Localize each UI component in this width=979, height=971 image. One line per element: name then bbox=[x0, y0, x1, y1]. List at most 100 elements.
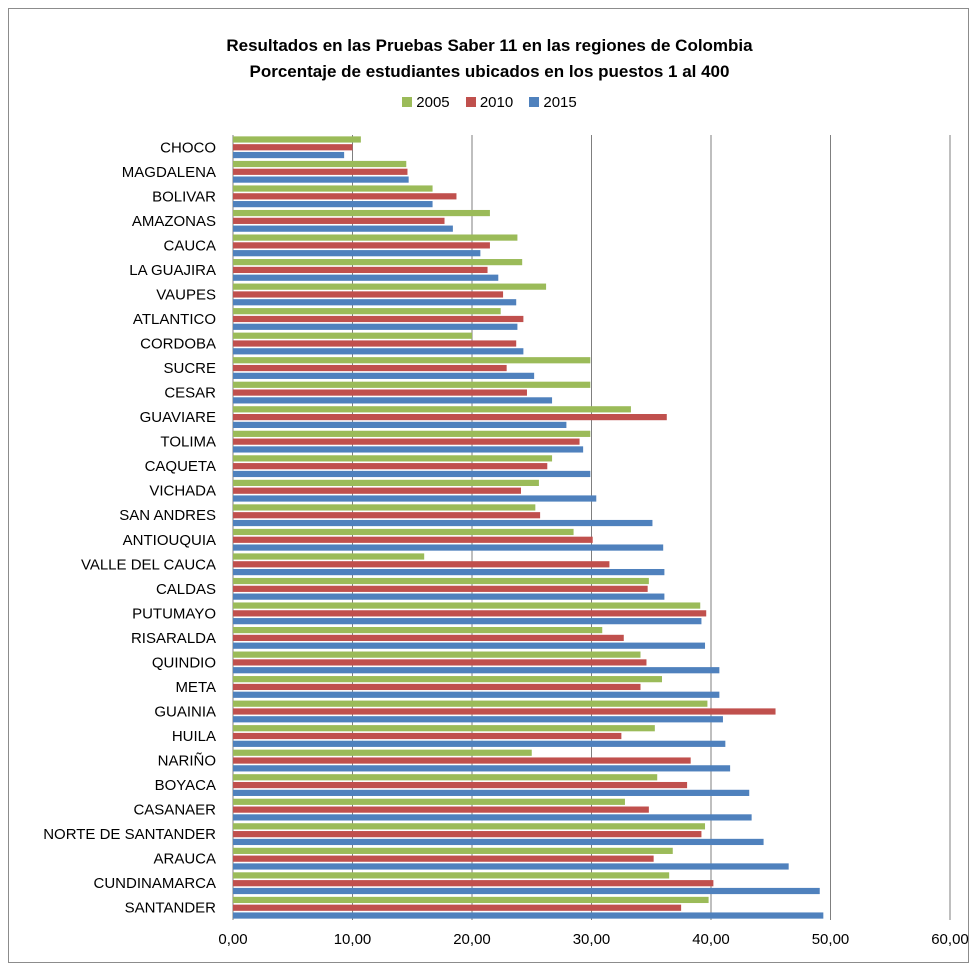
bar-2015 bbox=[233, 519, 653, 527]
category-label: META bbox=[175, 679, 216, 696]
bar-2005 bbox=[233, 626, 603, 634]
bar-2015 bbox=[233, 691, 720, 698]
bar-2005 bbox=[233, 136, 361, 143]
bar-2010 bbox=[233, 315, 524, 323]
bar-2005 bbox=[233, 774, 658, 781]
bar-2005 bbox=[233, 725, 655, 732]
bar-2010 bbox=[233, 463, 548, 470]
bar-2010 bbox=[233, 904, 682, 911]
category-label: GUAVIARE bbox=[140, 409, 216, 426]
bar-2015 bbox=[233, 593, 665, 600]
category-label: ANTIOUQUIA bbox=[123, 532, 216, 549]
bar-2015 bbox=[233, 348, 524, 355]
bar-2005 bbox=[233, 553, 425, 560]
legend-label-2010: 2010 bbox=[479, 94, 514, 111]
bar-2015 bbox=[233, 151, 345, 159]
bar-2005 bbox=[233, 430, 591, 437]
bar-2005 bbox=[233, 357, 591, 364]
category-label: AMAZONAS bbox=[132, 213, 216, 230]
bar-2010 bbox=[233, 340, 517, 347]
bar-2005 bbox=[233, 896, 709, 904]
bar-2010 bbox=[233, 806, 649, 813]
bar-2015 bbox=[233, 446, 584, 453]
legend: 2005 2010 2015 bbox=[0, 94, 979, 111]
category-label: VAUPES bbox=[156, 286, 216, 303]
bar-2015 bbox=[233, 887, 820, 895]
category-label: CAQUETA bbox=[145, 458, 216, 475]
bar-2010 bbox=[233, 536, 593, 543]
bar-2010 bbox=[233, 291, 504, 298]
category-label: BOYACA bbox=[155, 777, 216, 794]
bar-2010 bbox=[233, 438, 580, 445]
bar-2015 bbox=[233, 299, 517, 306]
bar-2005 bbox=[233, 676, 663, 683]
legend-swatch-2015 bbox=[529, 97, 540, 108]
bar-2010 bbox=[233, 831, 702, 838]
category-label: PUTUMAYO bbox=[132, 605, 216, 622]
bar-2015 bbox=[233, 912, 824, 919]
chart-subtitle: Porcentaje de estudiantes ubicados en lo… bbox=[249, 62, 730, 81]
category-label: CASANAER bbox=[133, 802, 216, 819]
bar-2005 bbox=[233, 749, 532, 756]
bar-2005 bbox=[233, 847, 673, 854]
category-label: SANTANDER bbox=[125, 900, 217, 917]
bar-2010 bbox=[233, 880, 714, 887]
bar-2005 bbox=[233, 504, 536, 511]
bar-2010 bbox=[233, 266, 488, 274]
bar-2015 bbox=[233, 495, 597, 502]
bar-2015 bbox=[233, 863, 789, 870]
category-label: BOLIVAR bbox=[152, 188, 216, 205]
bar-2005 bbox=[233, 528, 574, 536]
category-label: CHOCO bbox=[160, 139, 216, 156]
category-label: VICHADA bbox=[149, 483, 216, 500]
bar-2010 bbox=[233, 193, 457, 200]
bar-2005 bbox=[233, 577, 649, 585]
bar-2015 bbox=[233, 568, 665, 576]
bar-2005 bbox=[233, 700, 708, 707]
category-label: SAN ANDRES bbox=[119, 507, 216, 524]
bar-2010 bbox=[233, 683, 641, 691]
bar-2010 bbox=[233, 634, 624, 641]
x-tick-label: 60,00 bbox=[931, 931, 969, 948]
bar-2015 bbox=[233, 176, 409, 183]
category-label: HUILA bbox=[172, 728, 216, 745]
bar-2005 bbox=[233, 823, 706, 830]
bar-2015 bbox=[233, 814, 752, 821]
category-label: CESAR bbox=[164, 385, 216, 402]
bar-2015 bbox=[233, 618, 702, 625]
bar-2005 bbox=[233, 308, 501, 315]
bar-2015 bbox=[233, 470, 591, 478]
legend-item-2015: 2015 bbox=[529, 94, 577, 111]
bar-2005 bbox=[233, 455, 553, 462]
bar-2010 bbox=[233, 732, 622, 740]
bar-2015 bbox=[233, 716, 723, 723]
chart-title: Resultados en las Pruebas Saber 11 en la… bbox=[226, 36, 753, 55]
category-label: GUAINIA bbox=[154, 703, 216, 720]
bar-2005 bbox=[233, 651, 641, 658]
category-label: ATLANTICO bbox=[133, 311, 216, 328]
bar-2005 bbox=[233, 185, 433, 192]
legend-label-2005: 2005 bbox=[416, 94, 450, 111]
category-label: LA GUAJIRA bbox=[129, 262, 216, 279]
category-label: CORDOBA bbox=[140, 336, 216, 353]
bar-2005 bbox=[233, 283, 547, 290]
x-tick-label: 10,00 bbox=[334, 931, 372, 948]
bar-2010 bbox=[233, 855, 654, 862]
bar-2010 bbox=[233, 217, 445, 224]
bar-2010 bbox=[233, 487, 521, 494]
bar-2005 bbox=[233, 234, 518, 241]
bar-2010 bbox=[233, 144, 353, 151]
bar-2010 bbox=[233, 168, 408, 175]
legend-item-2010: 2010 bbox=[465, 94, 514, 111]
bar-2005 bbox=[233, 332, 472, 339]
bar-2010 bbox=[233, 781, 688, 789]
x-tick-label: 20,00 bbox=[453, 931, 491, 948]
bar-2015 bbox=[233, 397, 553, 404]
bar-2005 bbox=[233, 872, 670, 879]
bar-2010 bbox=[233, 561, 610, 568]
category-label: QUINDIO bbox=[152, 654, 216, 671]
bar-2015 bbox=[233, 201, 433, 208]
bar-2015 bbox=[233, 225, 453, 232]
legend-item-2005: 2005 bbox=[402, 94, 450, 111]
bar-2015 bbox=[233, 544, 664, 551]
